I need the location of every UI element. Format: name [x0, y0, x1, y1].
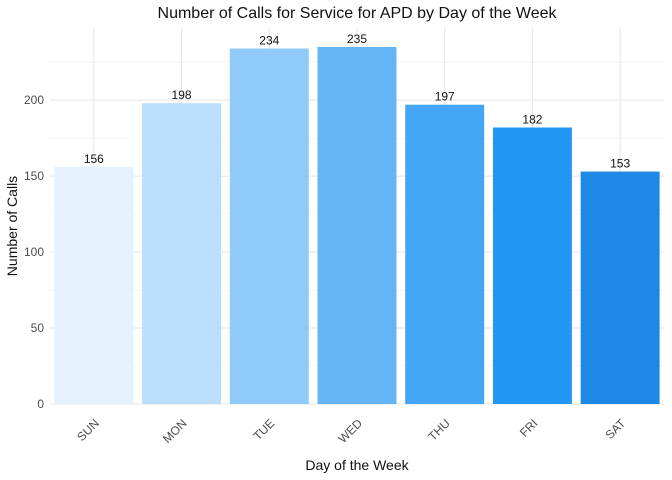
y-tick-label: 50 [31, 321, 45, 335]
x-tick-label-tue: TUE [251, 416, 278, 443]
data-label-tue: 234 [259, 34, 279, 48]
data-label-fri: 182 [522, 113, 542, 127]
y-tick-label: 0 [37, 397, 44, 411]
y-axis-title: Number of Calls [4, 176, 20, 276]
bar-tue [229, 48, 309, 404]
bars [54, 46, 660, 405]
x-axis-ticks: SUN MON TUE WED THU FRI SAT [74, 416, 629, 446]
bar-mon [142, 103, 222, 404]
bar-sat [580, 171, 660, 404]
x-tick-label-sun: SUN [74, 416, 102, 444]
bar-thu [405, 104, 485, 405]
bar-sun [54, 167, 134, 404]
y-tick-label: 200 [24, 93, 44, 107]
y-axis-ticks: 0 50 100 150 200 [24, 93, 44, 411]
chart-title: Number of Calls for Service for APD by D… [158, 5, 558, 22]
x-axis-title: Day of the Week [305, 457, 409, 473]
x-tick-label-thu: THU [425, 416, 452, 443]
y-tick-label: 150 [24, 169, 44, 183]
data-label-sat: 153 [610, 157, 630, 171]
data-label-wed: 235 [347, 32, 367, 46]
y-tick-label: 100 [24, 245, 44, 259]
data-labels: 156 198 234 235 197 182 153 [84, 32, 631, 171]
bar-wed [317, 46, 397, 404]
x-tick-label-wed: WED [335, 416, 365, 446]
x-tick-label-fri: FRI [517, 416, 541, 440]
data-label-sun: 156 [84, 152, 104, 166]
data-label-mon: 198 [172, 88, 192, 102]
x-tick-label-mon: MON [160, 416, 190, 446]
bar-fri [492, 127, 572, 404]
data-label-thu: 197 [435, 90, 455, 104]
x-tick-label-sat: SAT [602, 416, 628, 442]
